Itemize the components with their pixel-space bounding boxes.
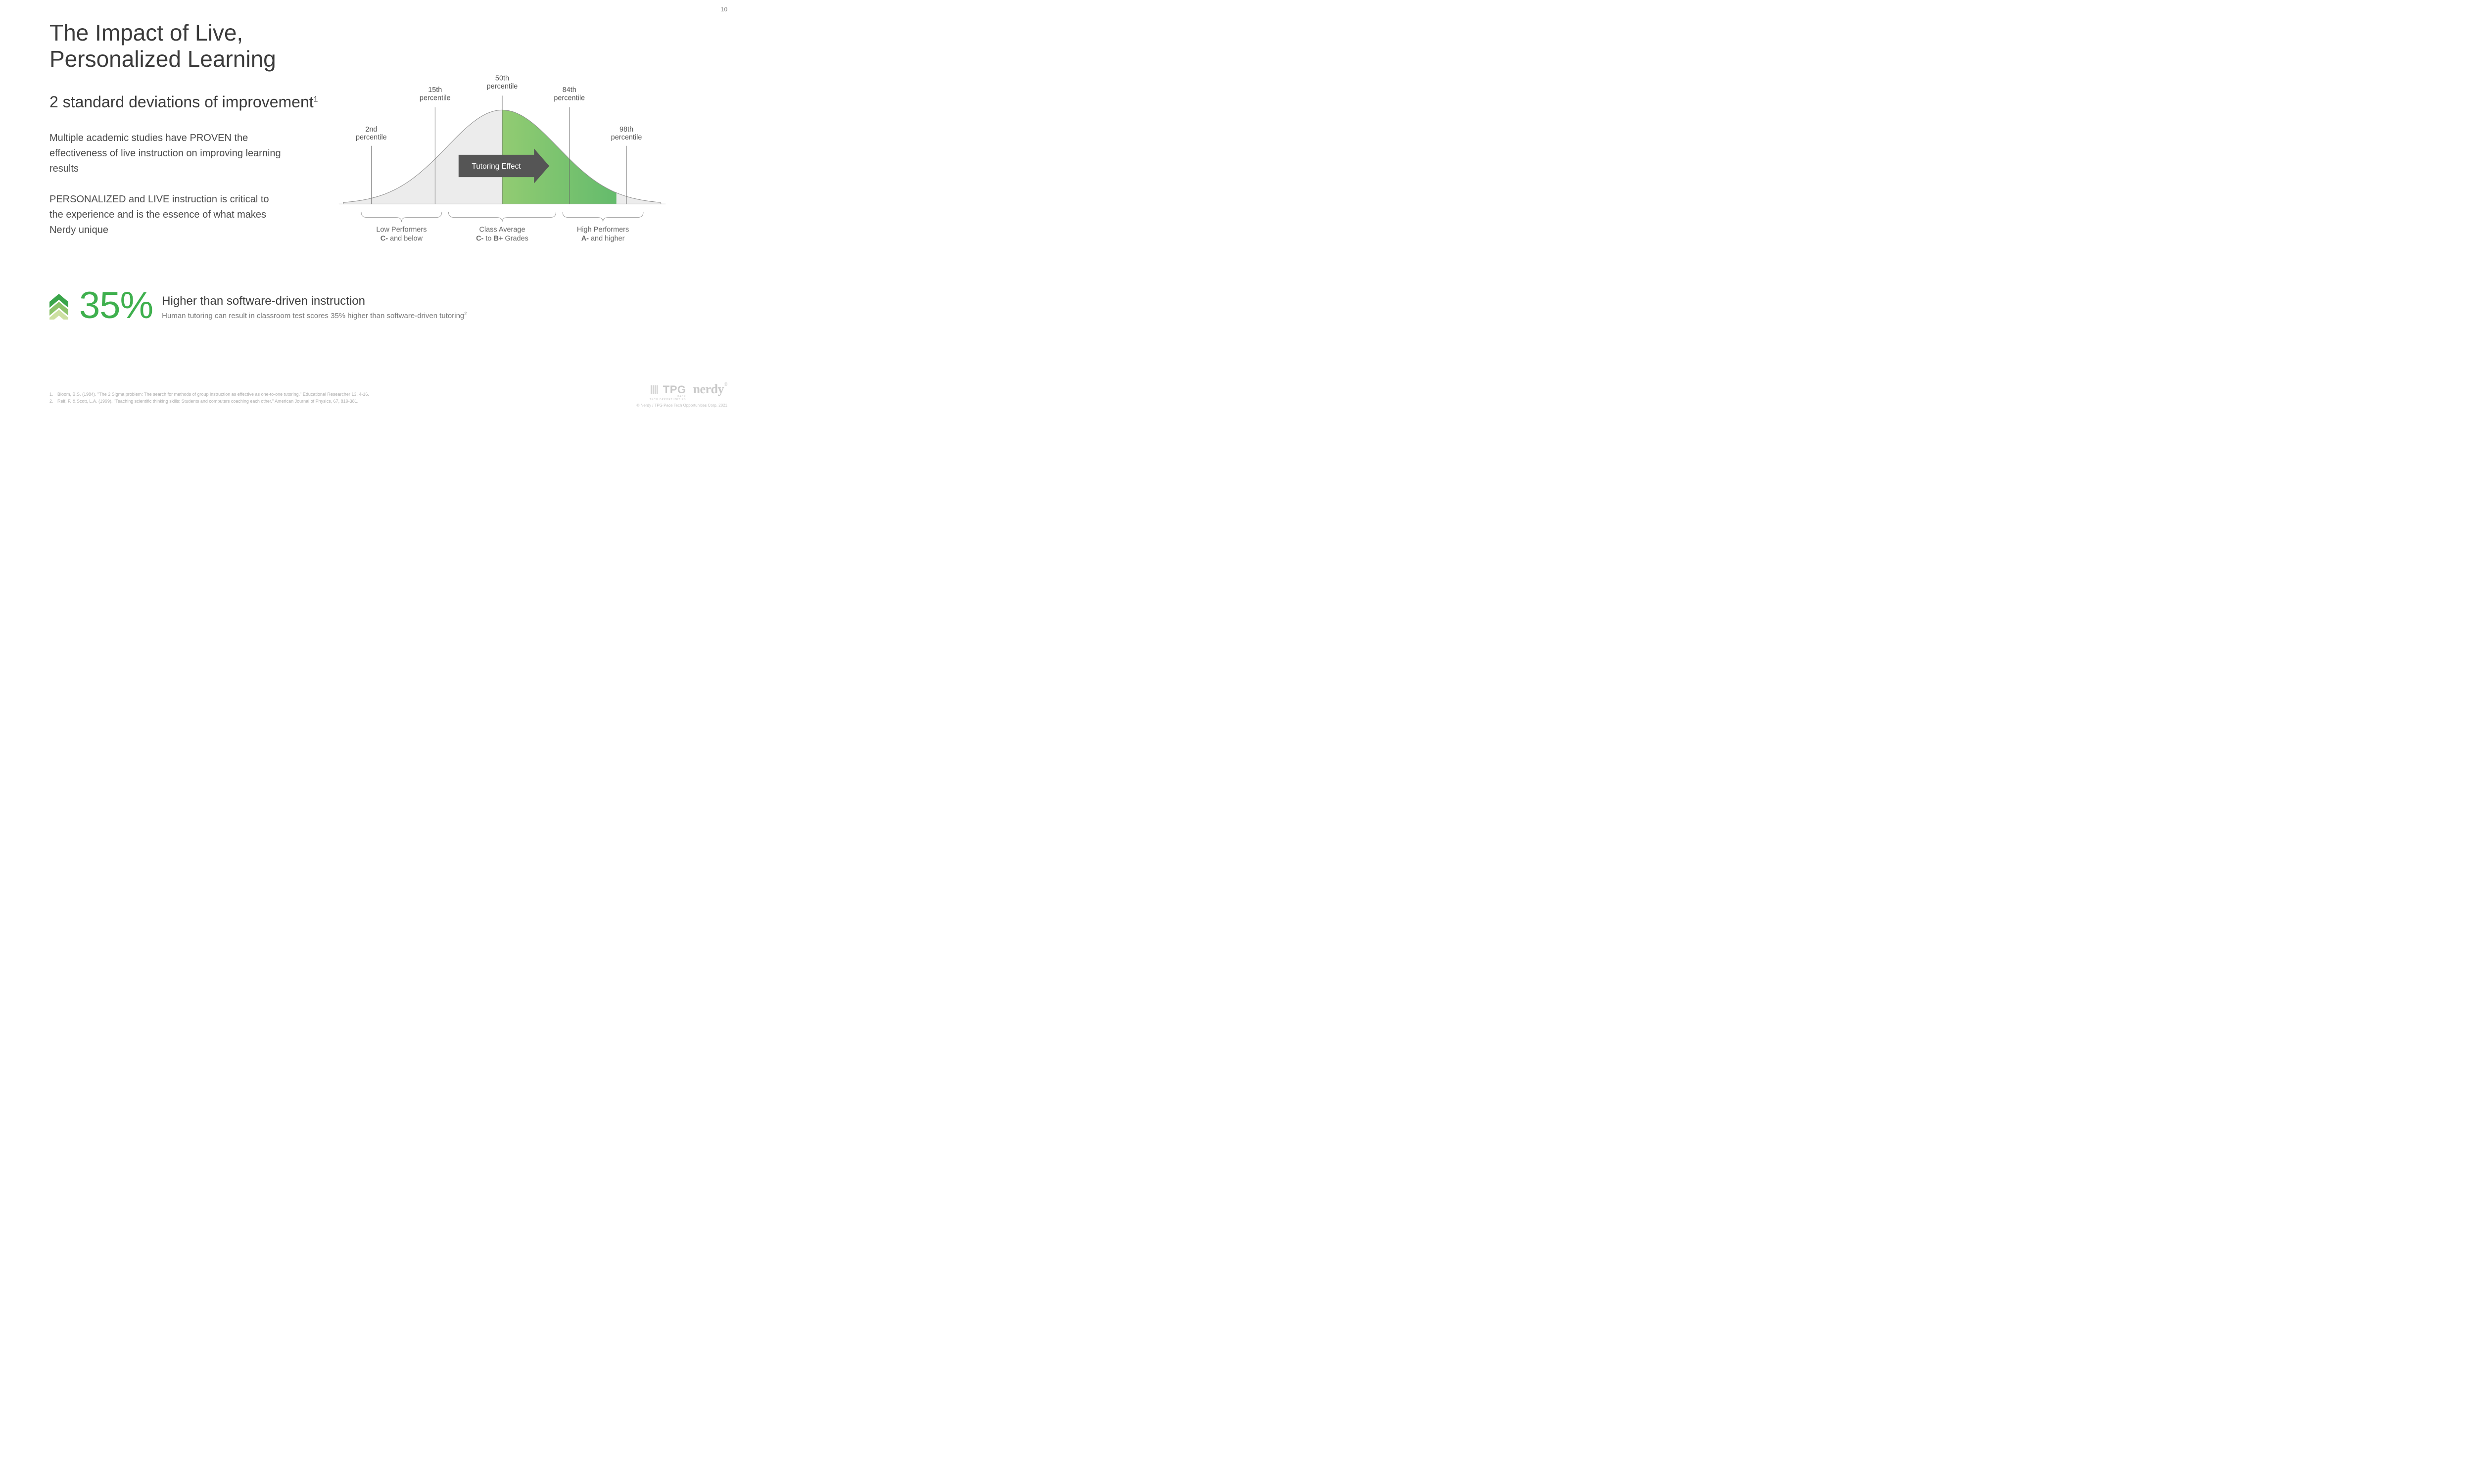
svg-text:Class Average: Class Average: [479, 226, 525, 233]
svg-text:84th: 84th: [563, 86, 576, 94]
tpg-text: TPG: [663, 383, 686, 396]
subtitle-text: 2 standard deviations of improvement: [49, 93, 314, 111]
nerdy-logo: nerdy®: [693, 382, 727, 397]
stat-callout: 35% Higher than software-driven instruct…: [48, 287, 467, 325]
svg-text:percentile: percentile: [420, 94, 451, 102]
footnote-1: 1.Bloom, B.S. (1984). "The 2 Sigma probl…: [49, 391, 369, 398]
footnote-2-text: Reif, F. & Scott, L.A. (1999). "Teaching…: [57, 399, 358, 404]
slide-subtitle: 2 standard deviations of improvement1: [49, 93, 318, 111]
title-line-2: Personalized Learning: [49, 46, 276, 72]
stat-sub-footnote-ref: 2: [464, 311, 467, 316]
svg-text:High Performers: High Performers: [577, 226, 629, 233]
svg-text:2nd: 2nd: [365, 126, 377, 134]
svg-text:50th: 50th: [495, 75, 509, 83]
footnote-2: 2.Reif, F. & Scott, L.A. (1999). "Teachi…: [49, 398, 369, 405]
svg-text:percentile: percentile: [356, 134, 387, 141]
svg-text:Low Performers: Low Performers: [376, 226, 427, 233]
bell-curve-svg: 2ndpercentile15thpercentile50thpercentil…: [317, 74, 688, 262]
page-number: 10: [721, 6, 727, 13]
footer-logos: TPG PACETECH OPPORTUNITIES nerdy®: [637, 382, 727, 401]
bell-curve-chart: 2ndpercentile15thpercentile50thpercentil…: [317, 74, 688, 262]
stat-sub-body: Human tutoring can result in classroom t…: [162, 312, 464, 320]
body-paragraph-2: PERSONALIZED and LIVE instruction is cri…: [49, 192, 282, 238]
svg-text:C- and below: C- and below: [381, 235, 423, 243]
copyright: © Nerdy / TPG Pace Tech Opportunities Co…: [637, 403, 727, 408]
chevron-up-icon: [48, 292, 70, 320]
footnote-1-text: Bloom, B.S. (1984). "The 2 Sigma problem…: [57, 392, 369, 397]
svg-text:98th: 98th: [619, 126, 633, 134]
svg-text:A- and higher: A- and higher: [581, 235, 625, 243]
stat-subtext: Human tutoring can result in classroom t…: [162, 311, 467, 320]
svg-text:C- to B+ Grades: C- to B+ Grades: [476, 235, 528, 243]
footnotes: 1.Bloom, B.S. (1984). "The 2 Sigma probl…: [49, 391, 369, 405]
tpg-subtext: PACETECH OPPORTUNITIES: [650, 395, 686, 401]
slide-title: The Impact of Live, Personalized Learnin…: [49, 20, 276, 72]
svg-text:Tutoring Effect: Tutoring Effect: [472, 162, 521, 171]
stat-text-block: Higher than software-driven instruction …: [162, 291, 467, 320]
stat-number: 35%: [79, 287, 153, 325]
footnote-1-num: 1.: [49, 391, 57, 398]
tpg-logo: TPG PACETECH OPPORTUNITIES: [650, 383, 686, 401]
title-line-1: The Impact of Live,: [49, 20, 243, 46]
footer-right: TPG PACETECH OPPORTUNITIES nerdy® © Nerd…: [637, 382, 727, 408]
footnote-2-num: 2.: [49, 398, 57, 405]
slide: 10 The Impact of Live, Personalized Lear…: [0, 0, 742, 417]
svg-text:15th: 15th: [428, 86, 442, 94]
svg-text:percentile: percentile: [611, 134, 642, 141]
stat-heading: Higher than software-driven instruction: [162, 294, 467, 308]
body-paragraph-1: Multiple academic studies have PROVEN th…: [49, 131, 282, 177]
svg-text:percentile: percentile: [554, 94, 585, 102]
svg-text:percentile: percentile: [487, 83, 518, 91]
